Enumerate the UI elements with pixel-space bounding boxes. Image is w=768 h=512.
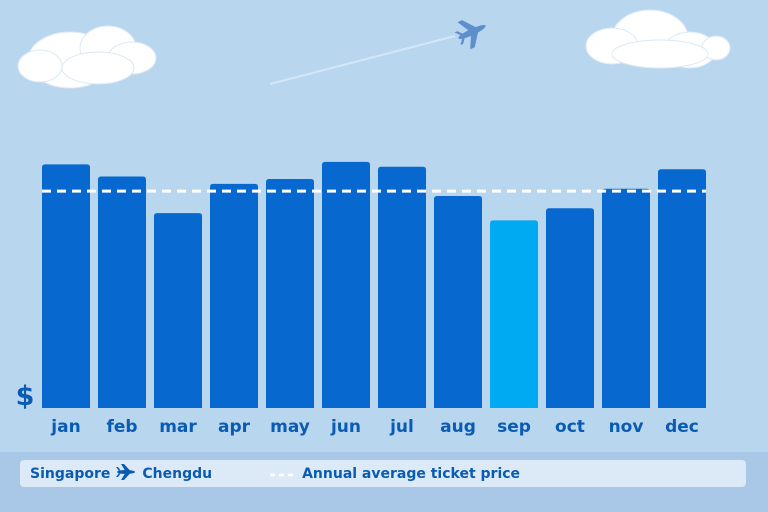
x-tick-label-may: may — [270, 417, 310, 437]
y-axis-label: $ — [16, 381, 35, 412]
bar-aug — [434, 196, 482, 408]
airplane-icon — [454, 20, 486, 50]
bar-sep — [490, 220, 538, 408]
bar-jan — [42, 164, 90, 408]
legend-origin: Singapore — [30, 465, 111, 482]
x-tick-label-feb: feb — [106, 417, 137, 437]
legend-average-label: Annual average ticket price — [302, 465, 521, 482]
bar-mar — [154, 213, 202, 408]
x-tick-label-apr: apr — [218, 417, 251, 437]
bar-oct — [546, 208, 594, 408]
x-tick-label-nov: nov — [609, 417, 644, 437]
bar-apr — [210, 183, 258, 408]
bars-group — [42, 161, 706, 408]
bar-feb — [98, 176, 146, 408]
legend-average: Annual average ticket price — [270, 466, 520, 482]
bar-jun — [322, 161, 370, 408]
legend-destination: Chengdu — [142, 465, 213, 482]
x-tick-label-mar: mar — [159, 417, 197, 437]
x-tick-label-jun: jun — [330, 417, 361, 437]
cloud-icon — [585, 9, 731, 69]
legend: Singapore Chengdu Annual average ticket … — [20, 460, 746, 487]
airplane-icon — [116, 463, 136, 484]
bar-nov — [602, 188, 650, 408]
bar-jul — [378, 166, 426, 408]
x-tick-label-aug: aug — [440, 417, 476, 437]
bar-dec — [658, 169, 706, 408]
dashed-line-icon — [270, 466, 297, 482]
x-tick-label-dec: dec — [665, 417, 699, 437]
x-tick-label-oct: oct — [555, 417, 585, 437]
contrail — [269, 35, 456, 85]
x-tick-labels: jan feb mar apr may jun jul aug sep oct nov dec — [50, 417, 699, 437]
bar-chart: $ jan feb mar apr may jun jul aug sep oct nov dec — [16, 161, 706, 437]
bar-may — [266, 178, 314, 408]
x-tick-label-sep: sep — [497, 417, 531, 437]
x-tick-label-jan: jan — [50, 417, 80, 437]
cloud-icon — [17, 25, 157, 89]
legend-route: Singapore Chengdu — [30, 463, 213, 484]
x-tick-label-jul: jul — [389, 417, 414, 437]
